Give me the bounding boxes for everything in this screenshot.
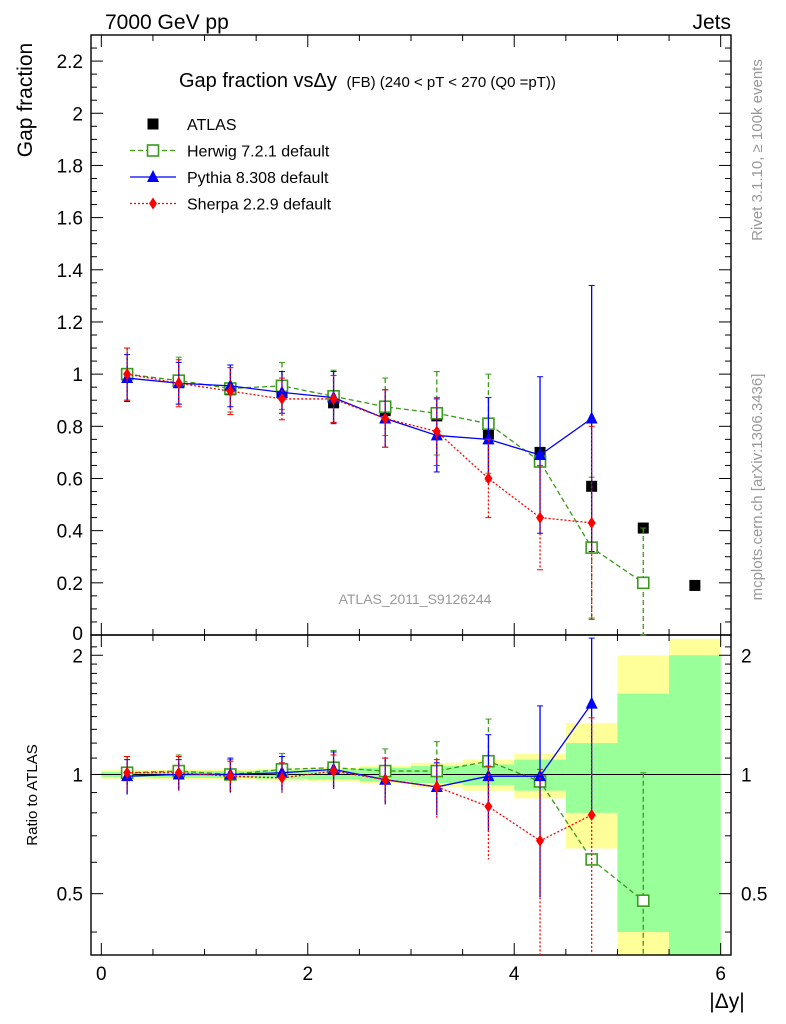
legend-marker-pythia [147, 170, 159, 182]
y-tick-label: 1.6 [57, 209, 83, 230]
sherpa-line [127, 373, 592, 524]
pythia-point [482, 432, 495, 445]
legend-marker-herwig [146, 144, 160, 157]
y-tick-label: 0.4 [57, 522, 84, 543]
legend-label-atlas: ATLAS [187, 117, 237, 134]
ratio-y-tick-label: 2 [72, 646, 83, 667]
y-tick-label: 1.8 [57, 156, 83, 177]
sherpa-point [381, 412, 390, 425]
ratio-y-tick-label: 0.5 [57, 885, 83, 906]
sherpa-ratio-point [432, 780, 441, 793]
y-tick-label: 1.2 [57, 313, 83, 334]
sherpa-ratio-point [277, 771, 286, 784]
sherpa-point [123, 368, 132, 381]
legend-marker-atlas [147, 118, 159, 130]
y-tick-label: 2.2 [57, 52, 83, 73]
sherpa-ratio-point [381, 773, 390, 786]
legend-marker-sherpa [149, 197, 157, 210]
x-tick-label: 4 [509, 964, 520, 985]
x-tick-label: 2 [302, 964, 313, 985]
x-tick-label: 0 [96, 964, 107, 985]
sherpa-point [432, 425, 441, 438]
chart-title-main: Gap fraction vsΔy [179, 70, 337, 92]
sherpa-point [536, 511, 545, 524]
ratio-y-axis-label: Ratio to ATLAS [24, 744, 41, 845]
y-tick-label: 1.4 [57, 261, 84, 282]
sherpa-point [277, 392, 286, 405]
sherpa-ratio-point [174, 766, 183, 779]
sherpa-point [587, 516, 596, 529]
x-tick-label: 6 [715, 964, 726, 985]
mcplots-label: mcplots.cern.ch [arXiv:1306.3436] [749, 374, 766, 601]
chart-title: Gap fraction vsΔy (FB) (240 < pT < 270 (… [179, 70, 556, 92]
y-axis-label: Gap fraction [14, 43, 37, 157]
ratio-y-tick-label-right: 1 [741, 765, 752, 786]
ratio-y-tick-label: 1 [72, 765, 83, 786]
legend-label-pythia: Pythia 8.308 default [187, 170, 329, 187]
sherpa-point [226, 385, 235, 398]
atlas-point [689, 579, 701, 591]
sherpa-point [329, 392, 338, 405]
ratio-y-tick-label-right: 0.5 [741, 885, 767, 906]
y-tick-label: 0 [72, 624, 83, 645]
sherpa-ratio-line [127, 770, 592, 842]
legend-label-sherpa: Sherpa 2.2.9 default [187, 197, 332, 214]
pythia-point [585, 411, 598, 424]
rivet-label: Rivet 3.1.10, ≥ 100k events [749, 59, 766, 241]
legend-label-herwig: Herwig 7.2.1 default [187, 144, 330, 161]
herwig-ratio-point [636, 894, 650, 907]
chart-subtitle: (FB) (240 < pT < 270 (Q0 =pT)) [346, 74, 555, 91]
ratio-band-green [669, 655, 721, 955]
pythia-point [534, 448, 547, 460]
y-tick-label: 0.8 [57, 417, 83, 438]
y-tick-label: 1 [72, 365, 83, 386]
sherpa-ratio-point [536, 834, 545, 847]
pythia-line [127, 377, 593, 456]
header-right: Jets [692, 11, 731, 34]
sherpa-ratio-point [484, 800, 493, 813]
y-tick-label: 0.6 [57, 469, 83, 490]
y-tick-label: 2 [72, 104, 83, 125]
sherpa-ratio-point [123, 766, 132, 779]
pythia-ratio-point [585, 696, 598, 709]
sherpa-point [174, 377, 183, 390]
x-axis-label: |Δy| [709, 990, 744, 1013]
ratio-y-tick-label-right: 2 [741, 646, 752, 667]
sherpa-point [484, 472, 493, 485]
herwig-point [636, 576, 650, 590]
y-tick-label: 0.2 [57, 574, 83, 595]
sherpa-ratio-point [226, 770, 235, 783]
sherpa-ratio-point [587, 808, 596, 821]
header-left: 7000 GeV pp [105, 11, 229, 34]
sherpa-ratio-point [329, 765, 338, 778]
watermark: ATLAS_2011_S9126244 [339, 591, 492, 607]
